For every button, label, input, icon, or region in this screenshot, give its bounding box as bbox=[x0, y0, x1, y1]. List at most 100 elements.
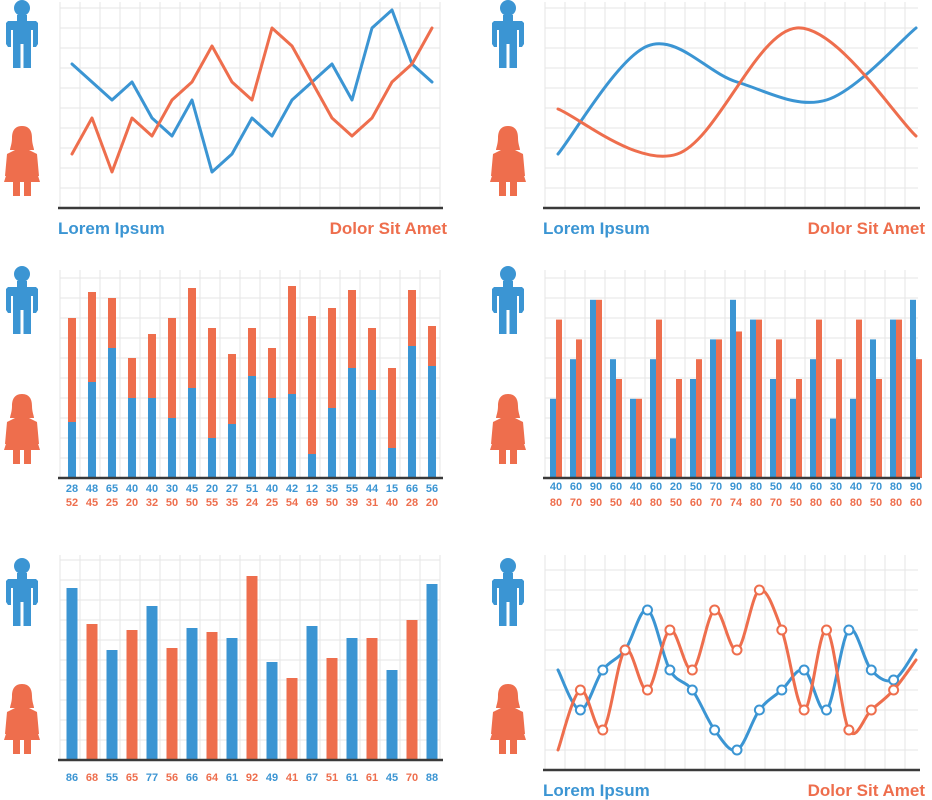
bar-blue bbox=[550, 398, 556, 478]
data-point-orange bbox=[888, 684, 900, 696]
tick-label-blue: 48 bbox=[86, 483, 98, 495]
woman-silhouette-icon bbox=[490, 126, 526, 196]
tick-label-orange: 40 bbox=[386, 497, 398, 509]
chart-panel-3: 28 52 48 45 65 25 40 20 40 32 30 50 45 50 20 55 27 35 51 24… bbox=[4, 266, 443, 509]
chart-2-marks bbox=[556, 26, 918, 158]
chart-panel-1: Lorem Ipsum Dolor Sit Amet bbox=[4, 0, 447, 238]
tick-label-orange: 52 bbox=[66, 497, 78, 509]
tick-label-orange: 51 bbox=[326, 772, 338, 784]
chart-1-marks bbox=[70, 8, 434, 174]
bar-blue bbox=[730, 299, 736, 478]
chart-2-legend-right: Dolor Sit Amet bbox=[808, 219, 926, 238]
tick-label-orange: 65 bbox=[126, 772, 138, 784]
tick-label-blue: 65 bbox=[106, 483, 118, 495]
woman-silhouette-icon bbox=[4, 126, 40, 196]
bar-segment-orange bbox=[268, 348, 276, 398]
data-point-orange bbox=[821, 624, 832, 636]
bar-segment-blue bbox=[288, 394, 296, 478]
bar-segment-blue bbox=[268, 398, 276, 478]
bar-blue bbox=[830, 418, 836, 478]
data-point-blue bbox=[686, 684, 698, 696]
data-point-orange bbox=[731, 644, 743, 656]
bar-segment-blue bbox=[148, 398, 156, 478]
bar-orange bbox=[366, 638, 378, 760]
series-line-blue bbox=[556, 608, 918, 752]
tick-label-blue: 56 bbox=[426, 483, 438, 495]
chart-1-legend-right: Dolor Sit Amet bbox=[330, 219, 448, 238]
tick-label-orange: 80 bbox=[650, 497, 662, 509]
bar-segment-blue bbox=[348, 368, 356, 478]
tick-label-blue: 70 bbox=[710, 481, 722, 493]
tick-label-blue: 90 bbox=[730, 481, 742, 493]
bar-blue bbox=[306, 626, 318, 760]
bar-segment-orange bbox=[68, 318, 76, 422]
tick-label-blue: 77 bbox=[146, 772, 158, 784]
bar-blue bbox=[670, 438, 676, 478]
bar-orange bbox=[796, 379, 802, 478]
data-point-blue bbox=[731, 744, 743, 756]
tick-label-blue: 40 bbox=[550, 481, 562, 493]
tick-label-orange: 50 bbox=[870, 497, 882, 509]
data-point-orange bbox=[574, 684, 586, 696]
data-point-orange bbox=[776, 624, 788, 636]
bar-blue bbox=[690, 379, 696, 478]
tick-label-blue: 49 bbox=[266, 772, 278, 784]
tick-label-orange: 70 bbox=[406, 772, 418, 784]
woman-silhouette-icon bbox=[4, 684, 40, 754]
chart-6-legend-left: Lorem Ipsum bbox=[543, 781, 650, 800]
data-point-blue bbox=[597, 664, 609, 676]
tick-label-blue: 88 bbox=[426, 772, 438, 784]
tick-label-orange: 32 bbox=[146, 497, 158, 509]
bar-segment-orange bbox=[348, 290, 356, 368]
data-point-blue bbox=[843, 624, 855, 636]
bar-orange bbox=[576, 339, 582, 478]
tick-label-blue: 40 bbox=[630, 481, 642, 493]
bar-blue bbox=[186, 628, 198, 760]
tick-label-orange: 70 bbox=[770, 497, 782, 509]
bar-segment-orange bbox=[248, 328, 256, 376]
bar-orange bbox=[206, 632, 218, 760]
tick-label-orange: 80 bbox=[850, 497, 862, 509]
tick-label-blue: 45 bbox=[186, 483, 198, 495]
chart-6-legend-right: Dolor Sit Amet bbox=[808, 781, 926, 800]
data-point-orange bbox=[597, 724, 609, 736]
tick-label-blue: 80 bbox=[890, 481, 902, 493]
bar-segment-blue bbox=[228, 424, 236, 478]
bar-orange bbox=[776, 339, 782, 478]
tick-label-orange: 50 bbox=[610, 497, 622, 509]
woman-silhouette-icon bbox=[490, 684, 526, 754]
bar-segment-blue bbox=[208, 438, 216, 478]
data-point-blue bbox=[888, 674, 900, 686]
tick-label-blue: 90 bbox=[910, 481, 922, 493]
tick-label-orange: 68 bbox=[86, 772, 98, 784]
chart-panel-2: Lorem Ipsum Dolor Sit Amet bbox=[490, 0, 925, 238]
tick-label-orange: 39 bbox=[346, 497, 358, 509]
data-point-orange bbox=[664, 624, 676, 636]
bar-orange bbox=[816, 319, 822, 478]
bar-segment-blue bbox=[68, 422, 76, 478]
data-point-blue bbox=[798, 664, 810, 676]
tick-label-orange: 45 bbox=[86, 497, 98, 509]
bar-segment-orange bbox=[388, 368, 396, 448]
tick-label-orange: 41 bbox=[286, 772, 298, 784]
woman-silhouette-icon bbox=[490, 394, 526, 464]
bar-blue bbox=[226, 638, 238, 760]
tick-label-blue: 86 bbox=[66, 772, 78, 784]
tick-label-orange: 50 bbox=[670, 497, 682, 509]
bar-segment-blue bbox=[168, 418, 176, 478]
chart-1-gridlines bbox=[59, 2, 441, 208]
bar-orange bbox=[896, 319, 902, 478]
bar-orange bbox=[656, 319, 662, 478]
tick-label-blue: 60 bbox=[810, 481, 822, 493]
bar-segment-blue bbox=[88, 382, 96, 478]
tick-label-blue: 12 bbox=[306, 483, 318, 495]
tick-label-orange: 50 bbox=[186, 497, 198, 509]
tick-label-blue: 55 bbox=[106, 772, 118, 784]
bar-segment-orange bbox=[368, 328, 376, 390]
series-line-blue bbox=[70, 8, 434, 174]
tick-label-blue: 27 bbox=[226, 483, 238, 495]
bar-segment-orange bbox=[328, 308, 336, 408]
tick-label-orange: 80 bbox=[890, 497, 902, 509]
bar-segment-blue bbox=[188, 388, 196, 478]
